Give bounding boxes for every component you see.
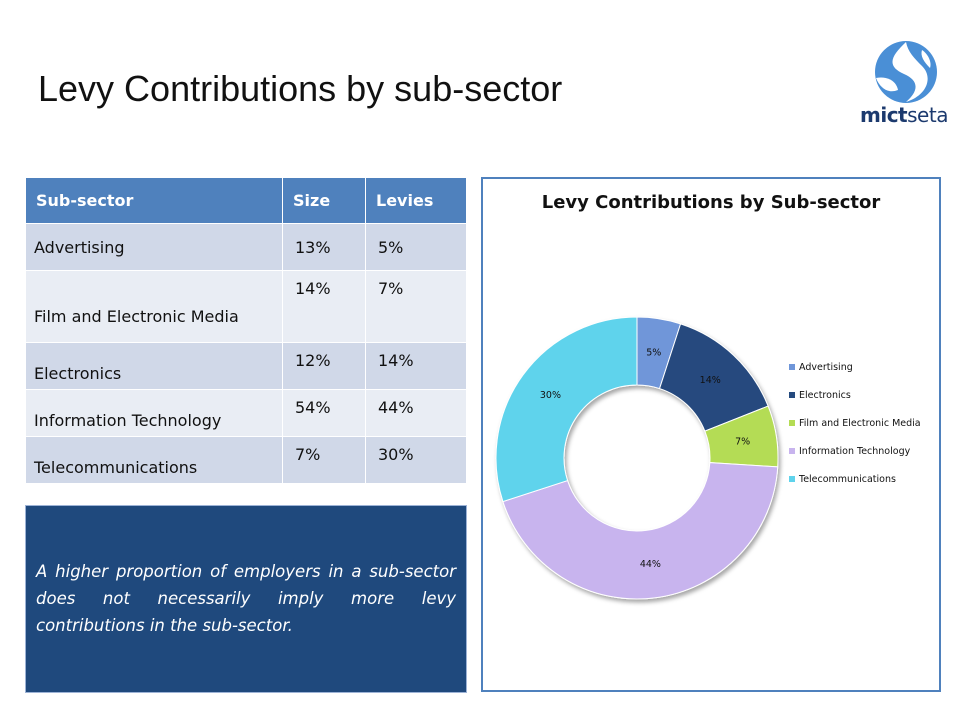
logo-wordmark: mictseta (860, 103, 948, 127)
table-cell: 14% (282, 270, 366, 343)
table-cell: 7% (365, 270, 467, 343)
legend-item: Electronics (789, 389, 939, 402)
donut-data-label: 30% (540, 390, 561, 401)
legend-item: Telecommunications (789, 473, 939, 486)
table-row: Telecommunications 7% 30% (25, 436, 467, 484)
donut-data-label: 44% (640, 559, 661, 570)
donut-slice-telecommunications (495, 316, 638, 503)
table-row: Electronics 12% 14% (25, 342, 467, 390)
table-cell: Information Technology (25, 389, 283, 437)
table-row: Information Technology 54% 44% (25, 389, 467, 437)
legend-swatch (789, 476, 795, 482)
legend-item: Film and Electronic Media (789, 417, 939, 430)
table-header-subsector: Sub-sector (25, 177, 283, 224)
legend-item: Information Technology (789, 445, 939, 458)
table-cell: 5% (365, 223, 467, 271)
donut-slice-information-technology (502, 462, 779, 600)
levy-table: Sub-sector Size Levies Advertising 13% 5… (25, 177, 467, 484)
donut-data-label: 7% (735, 436, 750, 447)
donut-chart: 5% 14% 7% 44% 30% (495, 316, 779, 600)
table-row: Advertising 13% 5% (25, 223, 467, 271)
table-cell: Electronics (25, 342, 283, 390)
table-cell: Advertising (25, 223, 283, 271)
table-cell: 30% (365, 436, 467, 484)
legend-swatch (789, 420, 795, 426)
donut-data-label: 5% (646, 347, 661, 358)
table-row: Film and Electronic Media 14% 7% (25, 270, 467, 343)
table-cell: Film and Electronic Media (25, 270, 283, 343)
chart-legend: Advertising Electronics Film and Electroni… (789, 361, 939, 501)
note-box: A higher proportion of employers in a su… (25, 505, 467, 693)
legend-label: Electronics (799, 390, 851, 401)
legend-label: Film and Electronic Media (799, 418, 921, 429)
legend-label: Telecommunications (799, 474, 896, 485)
table-cell: 12% (282, 342, 366, 390)
table-header-levies: Levies (365, 177, 467, 224)
table-header-size: Size (282, 177, 366, 224)
table-cell: 7% (282, 436, 366, 484)
legend-label: Advertising (799, 362, 853, 373)
legend-swatch (789, 364, 795, 370)
chart-title: Levy Contributions by Sub-sector (541, 192, 881, 213)
table-cell: 44% (365, 389, 467, 437)
legend-swatch (789, 392, 795, 398)
legend-label: Information Technology (799, 446, 911, 457)
donut-data-label: 14% (700, 375, 721, 386)
legend-swatch (789, 448, 795, 454)
table-cell: 54% (282, 389, 366, 437)
table-cell: 13% (282, 223, 366, 271)
table-cell: 14% (365, 342, 467, 390)
page-title: Levy Contributions by sub-sector (38, 68, 563, 109)
mictseta-logo-icon (875, 41, 937, 103)
table-cell: Telecommunications (25, 436, 283, 484)
chart-panel: Levy Contributions by Sub-sector 5% 14% 7%… (481, 177, 941, 692)
legend-item: Advertising (789, 361, 939, 374)
